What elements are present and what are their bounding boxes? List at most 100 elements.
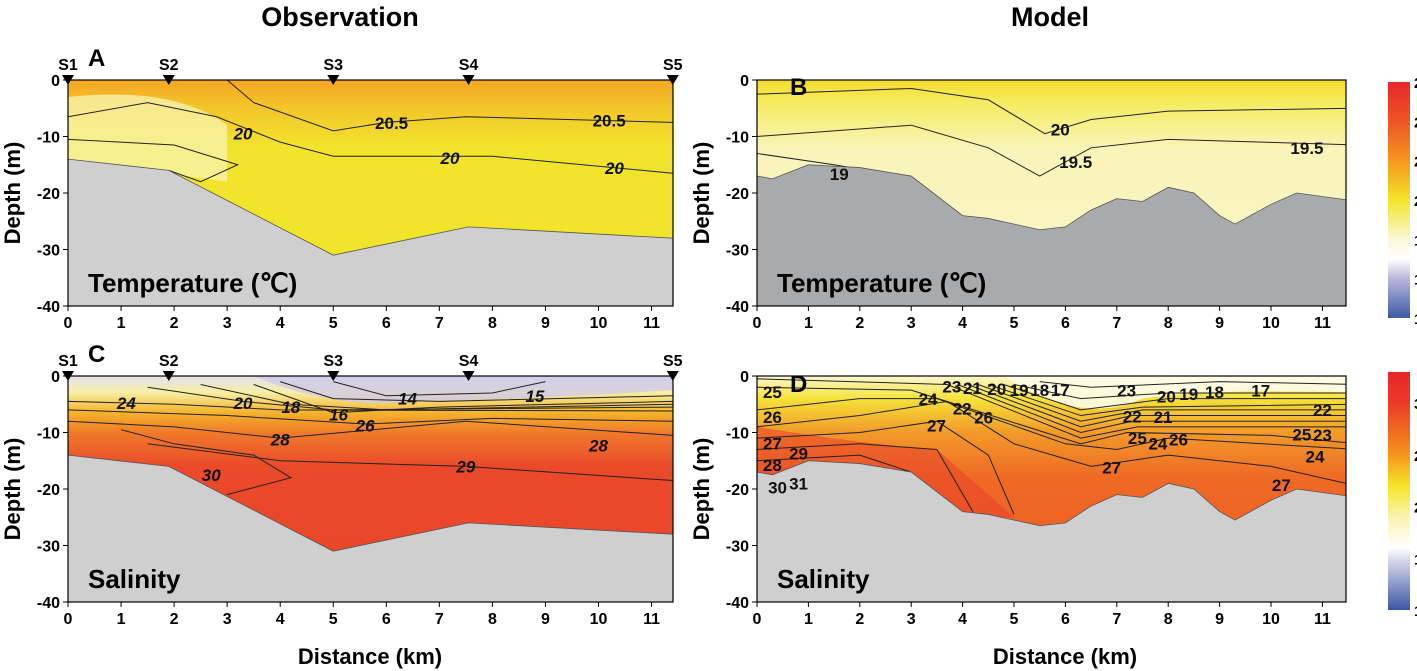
- contour-label: 30: [768, 478, 787, 497]
- x-axis-label-left: Distance (km): [298, 644, 442, 669]
- colorbar-tick-label: 15: [1414, 551, 1417, 568]
- panel-letter: A: [88, 45, 105, 72]
- x-tick-label: 6: [382, 315, 391, 332]
- x-tick-label: 1: [117, 611, 126, 628]
- station-label: S5: [663, 353, 683, 370]
- contour-label: 25: [1128, 429, 1147, 448]
- contour-label: 27: [763, 435, 782, 454]
- contour-label: 19.5: [1059, 153, 1092, 172]
- contour-label: 30: [202, 466, 221, 485]
- x-tick-label: 2: [855, 315, 864, 332]
- contour-line-26: [68, 409, 673, 425]
- contour-label: 27: [927, 416, 946, 435]
- contour-label: 23: [942, 378, 961, 397]
- contour-line-19.5: [757, 124, 1346, 177]
- station-label: S2: [159, 57, 179, 74]
- x-tick-label: 3: [907, 315, 916, 332]
- contour-label: 20.5: [593, 112, 626, 131]
- x-tick-label: 8: [1164, 611, 1173, 628]
- x-tick-label: 9: [1215, 315, 1224, 332]
- x-tick-label: 1: [804, 315, 813, 332]
- y-tick-label: -30: [37, 243, 60, 260]
- x-tick-label: 6: [1061, 315, 1070, 332]
- colorbar-tick-label: 18: [1414, 272, 1417, 289]
- station-label: S1: [58, 353, 78, 370]
- x-tick-label: 11: [1314, 611, 1331, 628]
- fresh-water-fill: [1003, 376, 1346, 409]
- variable-label: Salinity: [88, 564, 181, 594]
- y-tick-label: -20: [37, 186, 60, 203]
- seabed-bathymetry: [68, 158, 673, 306]
- y-axis-label: Depth (m): [0, 438, 25, 541]
- contour-label: 19: [1179, 385, 1198, 404]
- x-tick-label: 5: [1010, 611, 1019, 628]
- contour-label: 26: [1169, 430, 1188, 449]
- station-marker-icon: [666, 75, 679, 85]
- y-tick-label: 0: [51, 73, 60, 90]
- x-tick-label: 8: [488, 315, 497, 332]
- contour-label: 29: [455, 457, 475, 476]
- contour-label: 26: [974, 408, 993, 427]
- x-tick-label: 0: [753, 611, 762, 628]
- contour-label: 19.5: [1290, 139, 1323, 158]
- contour-label: 20: [1157, 387, 1176, 406]
- station-label: S3: [323, 353, 343, 370]
- colorbar-B: 17 18 19 20 21 22 23: [1388, 75, 1417, 328]
- x-tick-label: 11: [643, 315, 660, 332]
- x-tick-label: 2: [170, 315, 179, 332]
- contour-label: 28: [270, 430, 290, 449]
- x-tick-label: 4: [276, 611, 285, 628]
- contour-label: 28: [763, 456, 782, 475]
- y-tick-label: -10: [37, 426, 60, 443]
- x-axis-label-right: Distance (km): [993, 644, 1137, 669]
- cool-water-fill: [68, 94, 228, 182]
- y-tick-label: 0: [51, 369, 60, 386]
- colorbar-tick-label: 25: [1414, 448, 1417, 465]
- y-tick-label: -10: [37, 130, 60, 147]
- y-tick-label: -30: [726, 243, 749, 260]
- x-tick-label: 4: [958, 315, 967, 332]
- colorbar-tick-label: 20: [1414, 500, 1417, 517]
- variable-label: Temperature (℃): [88, 268, 297, 298]
- station-label: S4: [459, 353, 479, 370]
- contour-label: 25: [763, 383, 782, 402]
- colorbar-tick-label: 10: [1414, 603, 1417, 620]
- contour-label: 28: [588, 436, 608, 455]
- y-axis-label: Depth (m): [689, 438, 714, 541]
- y-axis-label: Depth (m): [0, 142, 25, 245]
- contour-label: 18: [281, 398, 300, 417]
- contour-line-19: [1003, 384, 1346, 411]
- station-marker-icon: [62, 75, 74, 85]
- contour-line-27: [757, 400, 1346, 484]
- fresh-water-fill: [253, 376, 673, 404]
- seabed-bathymetry: [757, 164, 1346, 306]
- contour-label: 23: [1313, 426, 1332, 445]
- x-tick-label: 11: [1314, 315, 1331, 332]
- station-marker-icon: [462, 75, 475, 85]
- colorbar-tick-label: 21: [1414, 154, 1417, 171]
- x-tick-label: 10: [590, 611, 608, 628]
- contour-label: 24: [1148, 434, 1167, 453]
- contour-label: 24: [1305, 448, 1324, 467]
- panel-A: 20.5 20.5 20 20 20 0 1 2 3 4 5 6 7 8 9 10 11 0 -10 -20 -30 -4…: [0, 45, 683, 332]
- contour-label: 22: [1313, 401, 1332, 420]
- y-tick-label: -30: [37, 539, 60, 556]
- contour-label: 20: [604, 159, 624, 178]
- contour-line-29: [757, 443, 974, 512]
- station-marker-icon: [62, 371, 74, 381]
- y-tick-label: -10: [726, 426, 749, 443]
- x-tick-label: 3: [907, 611, 916, 628]
- y-tick-label: -30: [726, 539, 749, 556]
- contour-label: 26: [355, 417, 375, 436]
- station-marker-icon: [462, 371, 475, 381]
- x-tick-label: 5: [1010, 315, 1019, 332]
- contour-line-23: [957, 384, 1346, 434]
- x-tick-label: 7: [435, 611, 444, 628]
- contour-label: 20: [233, 125, 253, 144]
- x-tick-label: 9: [541, 611, 550, 628]
- station-label: S1: [58, 57, 78, 74]
- panel-letter: B: [790, 74, 807, 101]
- y-tick-label: 0: [740, 73, 749, 90]
